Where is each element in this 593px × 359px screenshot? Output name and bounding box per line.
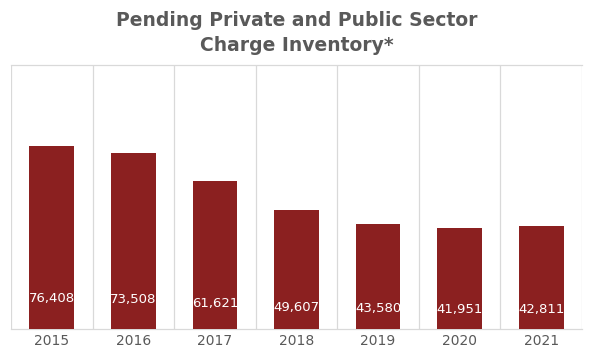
Bar [437,228,482,329]
Text: 61,621: 61,621 [192,297,238,310]
Text: 49,607: 49,607 [273,300,320,313]
Title: Pending Private and Public Sector
Charge Inventory*: Pending Private and Public Sector Charge… [116,11,477,55]
Bar [274,210,319,329]
Text: 76,408: 76,408 [29,292,75,305]
Text: 42,811: 42,811 [518,303,565,316]
Bar [356,224,400,329]
Text: 41,951: 41,951 [436,303,483,316]
Bar [30,146,74,329]
Text: 43,580: 43,580 [355,302,401,316]
Bar [519,226,563,329]
Text: 73,508: 73,508 [110,293,157,306]
Bar [193,181,237,329]
Bar [111,153,156,329]
